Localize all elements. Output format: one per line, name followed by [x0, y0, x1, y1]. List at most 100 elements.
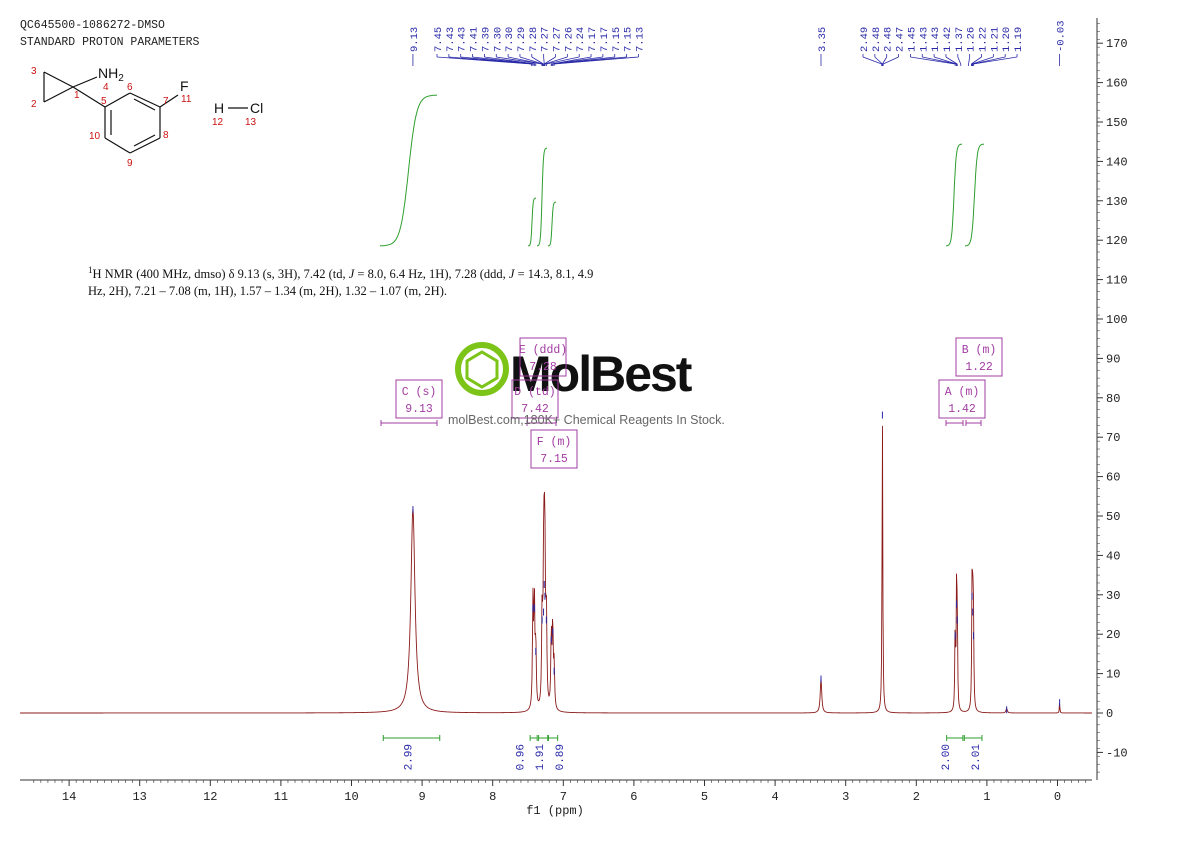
atom-number: 10: [89, 131, 101, 142]
nh2-label: NH2: [98, 65, 124, 84]
y-tick-label: 30: [1106, 589, 1120, 603]
watermark-tagline: molBest.com,180K+ Chemical Reagents In S…: [448, 413, 725, 427]
label-leader: [971, 56, 994, 65]
integral-curves: 2.99 0.96 1.91 0.89 2.00 2.01: [379, 94, 984, 771]
x-tick-label: 12: [203, 790, 217, 804]
peak-label: 1.26: [966, 27, 978, 52]
atom-number: 1: [74, 90, 80, 101]
atom-number: 12: [212, 117, 224, 128]
peak-label: 1.42: [942, 27, 954, 52]
multiplet-box: [511, 379, 559, 419]
y-tick-label: 10: [1106, 668, 1120, 682]
peak-label: 7.43: [445, 27, 457, 52]
x-tick-label: 9: [418, 790, 425, 804]
y-tick-label: 50: [1106, 510, 1120, 524]
peak-label: 1.20: [1001, 27, 1013, 52]
atom-number: 6: [127, 82, 133, 93]
sample-id: QC645500-1086272-DMSO: [20, 19, 165, 32]
y-tick-label: 40: [1106, 549, 1120, 563]
multiplet-box: [519, 337, 567, 377]
fluorine-label: F: [180, 78, 189, 94]
label-leader: [933, 56, 957, 65]
y-tick-label: -10: [1106, 746, 1128, 760]
y-tick-label: 150: [1106, 116, 1128, 130]
atom-number: 11: [181, 94, 192, 105]
integral-curve-b: [965, 143, 984, 247]
peak-label: -0.03: [1056, 20, 1068, 52]
y-tick-label: 130: [1106, 195, 1128, 209]
y-tick-label: 140: [1106, 155, 1128, 169]
multiplet-box: [530, 429, 578, 469]
peak-labels: 9.13 7.45 7.43 7.43 7.41 7.39 7.30 7.30 7.29 7.28…: [409, 20, 1068, 66]
peak-label: 7.39: [480, 27, 492, 52]
peak-label: 7.30: [504, 27, 516, 52]
multiplet-label: B (m): [962, 344, 997, 357]
peak-label: 1.43: [930, 27, 942, 52]
y-tick-label: 20: [1106, 628, 1120, 642]
x-tick-label: 0: [1054, 790, 1061, 804]
integral-curve-e: [536, 147, 548, 247]
atom-number: 5: [101, 96, 107, 107]
watermark: MolBest: [455, 342, 695, 402]
integral-curve-d: [527, 197, 537, 247]
multiplet-value: 7.42: [521, 403, 549, 416]
multiplet-label: A (m): [945, 386, 980, 399]
peak-label: 1.45: [906, 27, 918, 52]
y-tick-label: 60: [1106, 471, 1120, 485]
peak-label: 7.13: [634, 27, 646, 52]
multiplet-value: 1.22: [965, 361, 993, 374]
peak-label: 1.21: [989, 27, 1001, 52]
peak-label: 7.26: [563, 27, 575, 52]
label-leader: [531, 56, 544, 65]
x-tick-label: 1: [983, 790, 990, 804]
peak-label: 7.43: [457, 27, 469, 52]
x-tick-label: 14: [62, 790, 76, 804]
label-leader: [508, 56, 543, 65]
integral-value: 0.96: [516, 744, 528, 770]
atom-number: 7: [163, 96, 169, 107]
label-leader: [472, 56, 535, 65]
integral-curve-a: [946, 143, 962, 247]
multiplet-box: [938, 379, 986, 419]
label-leader: [546, 56, 580, 65]
nmr-description: 1H NMR (400 MHz, dmso) δ 9.13 (s, 3H), 7…: [88, 265, 594, 299]
peak-label: 9.13: [409, 27, 421, 52]
multiplet-value: 9.13: [405, 403, 433, 416]
multiplet-value: 1.42: [948, 403, 976, 416]
peak-label: 7.27: [552, 27, 564, 52]
integral-value: 1.91: [535, 744, 547, 771]
peak-label: 2.48: [883, 27, 895, 52]
label-leader: [972, 56, 1006, 65]
x-tick-label: 6: [630, 790, 637, 804]
multiplet-value: 7.15: [540, 453, 568, 466]
label-leader: [519, 56, 543, 65]
chlorine-label: Cl: [250, 100, 263, 116]
label-leader: [554, 56, 639, 65]
x-tick-label: 13: [132, 790, 146, 804]
peak-label: 7.15: [611, 27, 623, 52]
parameters-label: STANDARD PROTON PARAMETERS: [20, 36, 200, 49]
label-leader: [882, 56, 888, 65]
x-tick-label: 7: [560, 790, 567, 804]
atom-number: 2: [31, 99, 37, 110]
integral-curve-f: [547, 201, 557, 247]
hydrogen-label: H: [214, 100, 224, 116]
atom-number: 13: [245, 117, 257, 128]
multiplet-boxes: C (s) 9.13 E (ddd) 7.28 D (td) 7.42 F (m) 7.15 B…: [380, 337, 1003, 469]
x-tick-label: 4: [771, 790, 778, 804]
label-leader: [973, 56, 1018, 65]
label-leader: [543, 56, 545, 65]
y-tick-label: 120: [1106, 234, 1128, 248]
peak-label: 2.48: [871, 27, 883, 52]
y-tick-label: 110: [1106, 274, 1128, 288]
x-tick-label: 5: [701, 790, 708, 804]
y-tick-label: 160: [1106, 77, 1128, 91]
axes: 14 13 12 11 10 9 8 7 6 5 4 3 2 1 0f1 (ppm)170160150140…: [20, 18, 1128, 818]
integral-value: 2.00: [941, 744, 953, 770]
spectrum-line: [20, 425, 1092, 714]
peak-label: 7.27: [540, 27, 552, 52]
y-tick-label: 100: [1106, 313, 1128, 327]
label-leader: [544, 56, 556, 65]
